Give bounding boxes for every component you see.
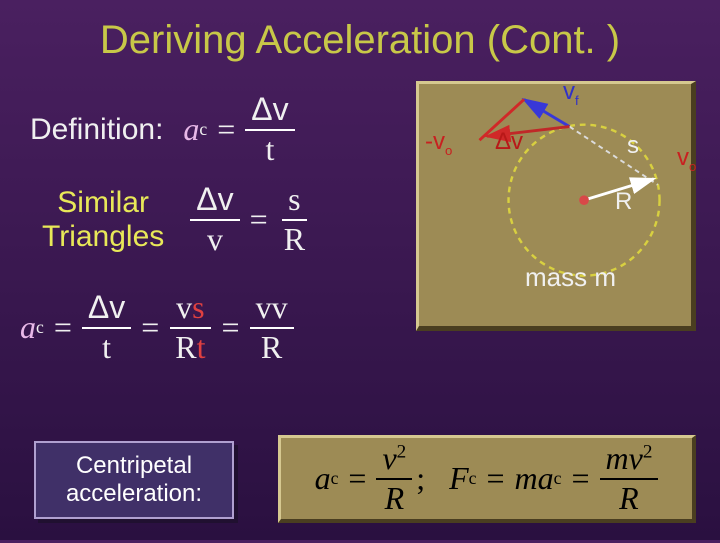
ac-a: a [183,111,199,148]
f-F: F [449,460,469,497]
num-dv2: Δv [196,181,233,217]
eq-sign: = [217,111,235,148]
num-s: s [282,183,306,221]
frac-dv-t: Δv t [245,93,294,166]
den-t2: t [96,329,117,365]
rt-t: t [197,329,206,365]
num-dv3: Δv [88,289,125,325]
label-neg-vo: -vo [425,128,452,158]
ac-sub-2: c [36,317,44,338]
similar-row: Similar Triangles Δv v = s R [42,183,311,256]
ac-sub: c [199,119,207,140]
diagram-panel: vf -vo Δv s vo R mass m [416,81,696,331]
label-vf: vf [563,78,579,108]
vs-v: v [176,289,192,325]
frac-vs-Rt: vs Rt [169,291,211,364]
similar-expr: Δv v = s R [190,183,311,256]
den-t: t [260,131,281,167]
f-sq2: 2 [643,441,653,462]
similar-l2: Triangles [42,220,164,254]
label-mass: mass m [525,262,616,293]
f-semi: ; [416,460,425,497]
frac-v2-R: v2 R [376,442,412,515]
den-v: v [201,221,229,257]
definition-row: Definition: ac = Δv t [30,93,295,166]
f-a: a [315,460,331,497]
vs-s: s [192,289,204,325]
f-asub: c [331,468,339,489]
chord-s [570,127,658,185]
content-area: Definition: ac = Δv t Similar Triangles … [0,63,720,543]
frac-s-R: s R [278,183,311,256]
chain-expr: ac = Δv t = vs Rt = vv R [20,291,294,364]
label-dv: Δv [495,128,523,156]
eq-3: = [54,309,72,346]
eq-2: = [250,201,268,238]
formula-fc: Fc = mac = mv2 R [449,442,658,515]
f-eq2: = [486,460,504,497]
definition-label: Definition: [30,113,163,147]
f-eq1: = [348,460,366,497]
label-s: s [627,132,639,160]
frac-dv-t-2: Δv t [82,291,131,364]
eq-4: = [141,309,159,346]
f-R2: R [619,480,639,516]
frac-vv-R: vv R [250,291,294,364]
frac-mv2-R: mv2 R [600,442,659,515]
num-vv: vv [250,291,294,329]
den-R: R [278,221,311,257]
similar-label: Similar Triangles [42,186,164,254]
eq-5: = [222,309,240,346]
f-ma: ma [515,460,554,497]
slide-title: Deriving Acceleration (Cont. ) [0,0,720,63]
f-m: m [606,440,629,476]
mass-dot [579,195,589,205]
num-dv: Δv [251,91,288,127]
frac-dv-v: Δv v [190,183,239,256]
formula-ac: ac = v2 R ; [315,442,426,515]
f-sq: 2 [397,441,407,462]
similar-l1: Similar [42,186,164,220]
f-v2: v [629,440,643,476]
f-Fsub: c [469,468,477,489]
label-R: R [615,188,632,216]
ac-a-2: a [20,309,36,346]
f-eq3: = [571,460,589,497]
rt-r: R [175,329,196,365]
label-vo: vo [677,144,696,174]
formula-box: ac = v2 R ; Fc = mac = mv2 R [278,435,696,523]
chain-row: ac = Δv t = vs Rt = vv R [20,291,294,364]
f-asub2: c [554,468,562,489]
centripetal-box: Centripetal acceleration: [34,441,234,519]
definition-expr: ac = Δv t [183,93,294,166]
centripetal-label: Centripetal acceleration: [36,452,232,507]
f-R: R [385,480,405,516]
den-R2: R [255,329,288,365]
f-v: v [382,440,396,476]
